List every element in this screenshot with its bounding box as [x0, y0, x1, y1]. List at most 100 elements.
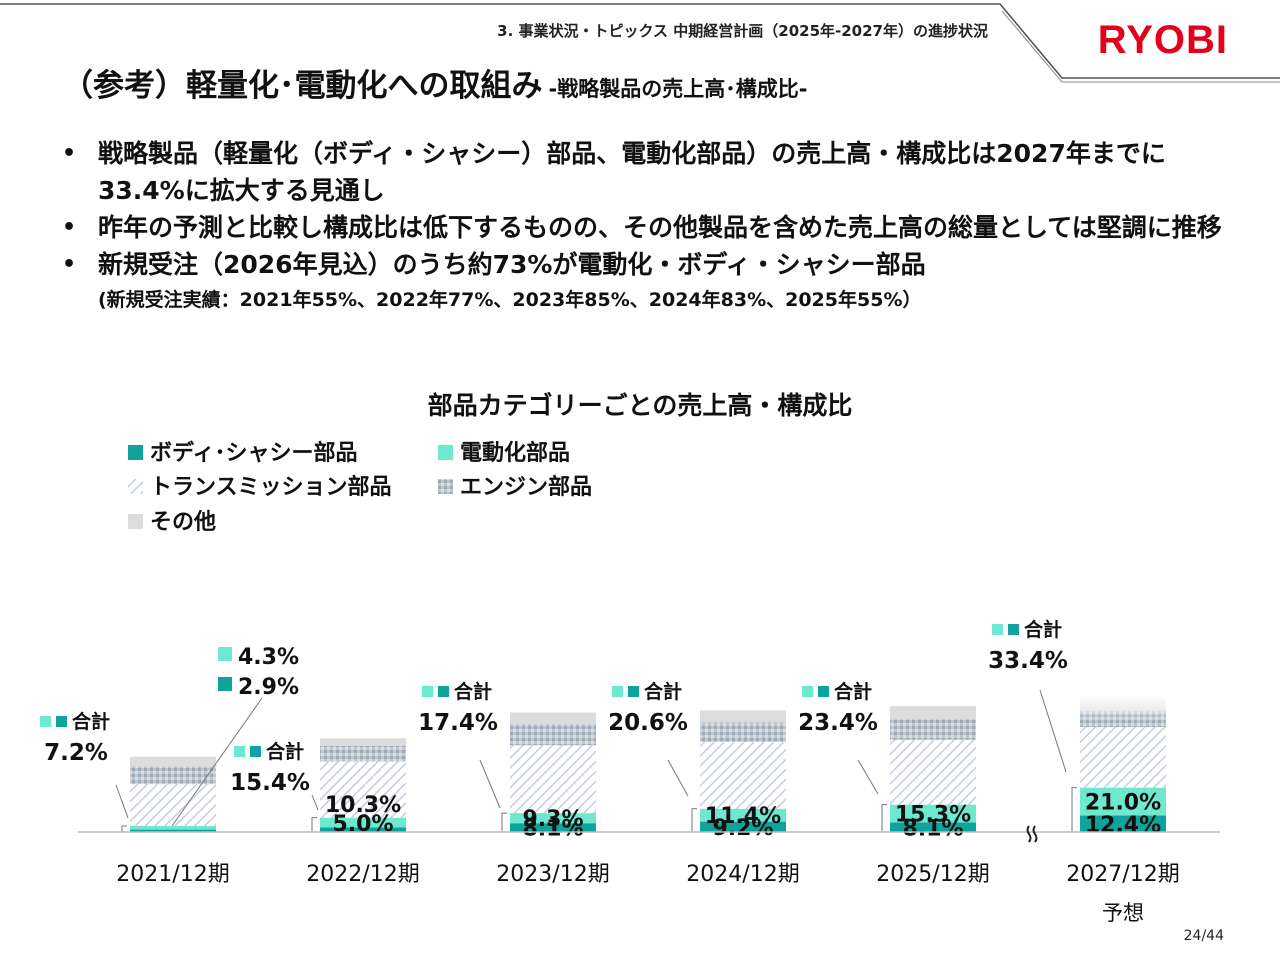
order-results-note: (新規受注実績：2021年55%、2022年77%、2023年85%、2024年…	[98, 289, 922, 311]
total-bracket-3	[691, 808, 697, 833]
bar-electrification-5	[1080, 787, 1166, 816]
segment-label-body-chassis-5: 12.4%	[1085, 813, 1161, 838]
ryobi-logo: RYOBI	[1097, 18, 1228, 62]
total-swatch-electrification-0	[40, 716, 51, 727]
bar-transmission-2	[510, 745, 596, 814]
segment-label-body-chassis-0: 2.9%	[238, 675, 299, 700]
bar-electrification-0	[130, 826, 216, 830]
bar-transmission-3	[700, 741, 786, 809]
bar-engine-2	[510, 723, 596, 746]
segment-label-electrification-2: 9.3%	[522, 807, 583, 832]
total-value-1: 15.4%	[230, 770, 310, 796]
legend-swatch-body-chassis	[128, 445, 143, 460]
total-swatch-body-chassis-5	[1008, 624, 1019, 635]
bullet-list: • 戦略製品（軽量化（ボディ・シャシー）部品、電動化部品）の売上高・構成比は20…	[62, 135, 1242, 317]
segment-label-body-chassis-3: 9.2%	[712, 816, 773, 841]
legend-swatch-other	[128, 514, 143, 529]
bar-body-chassis-4	[890, 822, 976, 832]
total-leader-line-1	[311, 794, 319, 811]
bar-engine-4	[890, 719, 976, 740]
category-label-0: 2021/12期	[116, 862, 229, 887]
total-label-4: 合計	[834, 680, 872, 703]
bullet-text: 新規受注（2026年見込）のうち約73%が電動化・ボディ・シャシー部品	[98, 250, 926, 279]
total-leader-line-3	[667, 759, 689, 797]
segment-label-electrification-0: 4.3%	[238, 645, 299, 670]
chart-title: 部品カテゴリーごとの売上高・構成比	[427, 391, 853, 420]
total-label-2: 合計	[454, 680, 492, 703]
bar-electrification-1	[320, 817, 406, 828]
total-bracket-2	[501, 812, 507, 833]
bullet-item: • 戦略製品（軽量化（ボディ・シャシー）部品、電動化部品）の売上高・構成比は20…	[62, 135, 1242, 209]
total-value-5: 33.4%	[988, 648, 1068, 674]
legend-swatch-electrification	[438, 445, 453, 460]
total-value-4: 23.4%	[798, 710, 878, 736]
segment-label-electrification-1: 10.3%	[325, 793, 401, 818]
segment-swatch-body-chassis-0	[218, 677, 232, 691]
bar-transmission-0	[130, 784, 216, 827]
bar-transmission-4	[890, 739, 976, 805]
total-bracket-5	[1071, 787, 1077, 833]
legend-swatch-engine	[438, 479, 453, 494]
total-swatch-electrification-4	[802, 686, 813, 697]
segment-swatch-electrification-0	[218, 647, 232, 661]
segment-label-body-chassis-2: 8.1%	[522, 817, 583, 842]
bar-body-chassis-0	[130, 829, 216, 832]
bar-other-3	[700, 710, 786, 723]
axis-break-mark-1	[1032, 825, 1038, 843]
total-swatch-body-chassis-3	[628, 686, 639, 697]
total-swatch-electrification-3	[612, 686, 623, 697]
segment-label-body-chassis-4: 8.1%	[902, 816, 963, 841]
bar-other-4	[890, 706, 976, 720]
total-label-5: 合計	[1024, 618, 1062, 641]
total-swatch-electrification-1	[234, 746, 245, 757]
header-decoration	[0, 3, 1280, 83]
page-number: 24/44	[1183, 928, 1224, 944]
legend-label-body-chassis: ボディ･シャシー部品	[150, 440, 357, 466]
category-label-1: 2022/12期	[306, 862, 419, 887]
total-swatch-body-chassis-4	[818, 686, 829, 697]
total-value-2: 17.4%	[418, 710, 498, 736]
total-swatch-electrification-2	[422, 686, 433, 697]
bar-body-chassis-3	[700, 821, 786, 832]
segment-label-electrification-4: 15.3%	[895, 803, 971, 828]
legend-label-electrification: 電動化部品	[460, 440, 570, 466]
total-bracket-1	[311, 817, 317, 833]
segment-label-electrification-3: 11.4%	[705, 804, 781, 829]
bar-electrification-3	[700, 808, 786, 822]
bar-other-1	[320, 738, 406, 746]
bar-electrification-4	[890, 804, 976, 823]
total-leader-line-2	[479, 759, 501, 809]
bar-transmission-5	[1080, 727, 1166, 788]
bullet-text: 昨年の予測と比較し構成比は低下するものの、その他製品を含めた売上高の総量としては…	[98, 213, 1222, 242]
total-swatch-body-chassis-1	[250, 746, 261, 757]
category-note-5: 予想	[1102, 901, 1144, 925]
total-swatch-body-chassis-2	[438, 686, 449, 697]
legend-swatch-transmission	[128, 479, 143, 494]
page-title-sub: -戦略製品の売上高･構成比-	[548, 77, 808, 101]
bullet-item: • 昨年の予測と比較し構成比は低下するものの、その他製品を含めた売上高の総量とし…	[62, 209, 1242, 246]
bar-engine-3	[700, 722, 786, 742]
axis-break-mark-0	[1026, 825, 1032, 843]
category-label-2: 2023/12期	[496, 862, 609, 887]
bar-electrification-2	[510, 813, 596, 824]
bar-engine-1	[320, 745, 406, 762]
total-bracket-0	[121, 825, 127, 833]
bullet-marker: •	[62, 141, 77, 166]
bullet-item: • 新規受注（2026年見込）のうち約73%が電動化・ボディ・シャシー部品	[62, 246, 1242, 283]
total-value-0: 7.2%	[44, 740, 108, 766]
category-label-3: 2024/12期	[686, 862, 799, 887]
bar-break-fade	[1080, 695, 1166, 722]
legend-label-engine: エンジン部品	[460, 474, 592, 500]
section-label: 3. 事業状況・トピックス 中期経営計画（2025年-2027年）の進捗状況	[497, 22, 988, 40]
bar-other-2	[510, 712, 596, 724]
total-leader-line-0	[115, 784, 129, 819]
bar-body-chassis-5	[1080, 815, 1166, 832]
total-label-3: 合計	[644, 680, 682, 703]
bullet-text: 戦略製品（軽量化（ボディ・シャシー）部品、電動化部品）の売上高・構成比は2027…	[98, 139, 1166, 205]
page-title: （参考）軽量化･電動化への取組み -戦略製品の売上高･構成比-	[62, 60, 807, 105]
total-leader-line-4	[857, 759, 879, 795]
category-label-5: 2027/12期	[1066, 862, 1179, 887]
total-bracket-4	[881, 804, 887, 833]
legend-label-transmission: トランスミッション部品	[150, 474, 392, 500]
